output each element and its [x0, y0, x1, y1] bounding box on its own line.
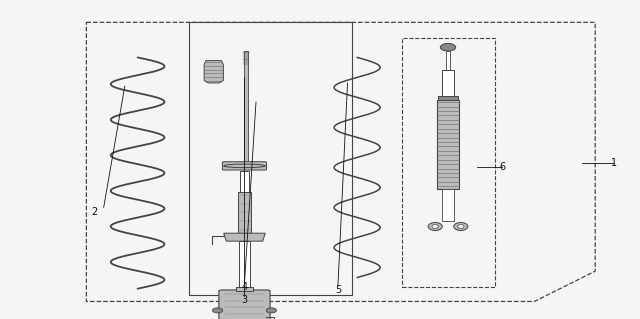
Text: 5: 5	[335, 285, 341, 295]
Ellipse shape	[432, 225, 438, 228]
Circle shape	[266, 308, 276, 313]
Bar	[442, 70, 454, 96]
Bar	[239, 241, 250, 287]
Bar	[445, 51, 451, 70]
Ellipse shape	[224, 164, 266, 168]
Bar	[438, 96, 458, 100]
Bar	[189, 22, 352, 295]
Ellipse shape	[428, 223, 442, 230]
Ellipse shape	[454, 223, 468, 230]
Ellipse shape	[458, 225, 464, 228]
Bar	[402, 38, 495, 287]
Circle shape	[212, 308, 223, 313]
Text: 4: 4	[241, 282, 248, 292]
Bar	[438, 100, 458, 189]
Bar	[236, 287, 253, 291]
Text: 3: 3	[241, 295, 248, 305]
Bar	[238, 192, 251, 233]
Polygon shape	[224, 233, 265, 241]
Bar	[244, 51, 248, 166]
Text: 6: 6	[499, 162, 506, 173]
Text: 2: 2	[92, 207, 98, 217]
Circle shape	[440, 43, 456, 51]
Polygon shape	[204, 61, 223, 83]
FancyBboxPatch shape	[223, 162, 267, 170]
Text: 1: 1	[611, 158, 618, 168]
Bar	[240, 171, 249, 192]
Bar	[442, 189, 454, 221]
FancyBboxPatch shape	[219, 290, 270, 319]
